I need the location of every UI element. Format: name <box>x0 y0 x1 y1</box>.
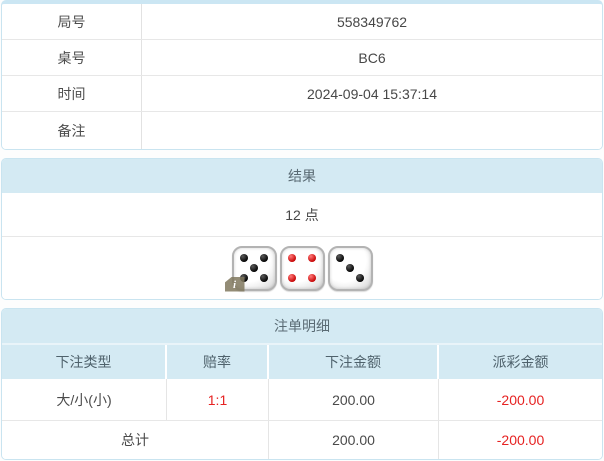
table-row: 备注 <box>2 112 602 149</box>
table-number-label: 桌号 <box>2 40 142 75</box>
die-pip <box>298 264 306 272</box>
result-section: 结果 12 点 i <box>1 158 603 300</box>
die-pip <box>346 274 354 282</box>
die-pip <box>345 263 354 272</box>
bet-details-header: 注单明细 <box>2 309 602 343</box>
time-value: 2024-09-04 15:37:14 <box>307 85 437 102</box>
die-pip <box>335 253 344 262</box>
die-pip <box>287 253 296 262</box>
total-label: 总计 <box>2 421 269 459</box>
die-pip <box>336 274 344 282</box>
table-number-value: BC6 <box>358 49 386 66</box>
total-bet-amount: 200.00 <box>269 421 439 459</box>
remark-value <box>142 112 602 149</box>
die-1-showing-5: i <box>224 245 277 292</box>
die-pip <box>288 264 296 272</box>
column-header-payout-amount: 派彩金额 <box>492 354 549 370</box>
time-label: 时间 <box>2 76 142 111</box>
die-pip <box>240 264 248 272</box>
die-pip <box>346 254 354 262</box>
remark-label: 备注 <box>2 112 142 149</box>
bet-row: 大/小(小) 1:1 200.00 -200.00 <box>2 379 602 421</box>
dice-row: i <box>2 237 602 299</box>
die-2-showing-4 <box>279 245 325 291</box>
info-badge-icon[interactable]: i <box>224 276 245 292</box>
game-info-table: 局号 558349762 桌号 BC6 时间 2024-09-04 15:37:… <box>1 0 603 150</box>
result-points: 12 点 <box>2 193 602 237</box>
die-pip <box>308 274 317 283</box>
table-row: 时间 2024-09-04 15:37:14 <box>2 76 602 112</box>
total-row: 总计 200.00 -200.00 <box>2 421 602 459</box>
die-pip <box>298 274 306 282</box>
column-header-bet-type: 下注类型 <box>2 345 167 379</box>
die-pip <box>356 264 364 272</box>
round-number-label: 局号 <box>2 4 142 39</box>
odds-value: 1:1 <box>167 379 269 420</box>
die-pip <box>356 254 364 262</box>
die-pip <box>356 274 365 283</box>
die-pip <box>239 253 248 262</box>
table-row: 桌号 BC6 <box>2 40 602 76</box>
die-pip <box>308 264 316 272</box>
column-header-bet-amount: 下注金额 <box>269 345 439 379</box>
round-number-value: 558349762 <box>336 13 408 30</box>
die-pip <box>250 254 258 262</box>
die-pip <box>298 254 306 262</box>
bet-type-value: 大/小(小) <box>2 379 167 420</box>
total-payout-amount: -200.00 <box>496 432 545 448</box>
die-pip <box>260 264 268 272</box>
die-pip <box>336 264 344 272</box>
die-3-showing-3 <box>327 245 373 291</box>
bet-details-section: 注单明细 下注类型 赔率 下注金额 派彩金额 大/小(小) 1:1 200.00… <box>1 308 603 460</box>
result-header: 结果 <box>2 159 602 193</box>
bet-table-column-headers: 下注类型 赔率 下注金额 派彩金额 <box>2 343 602 379</box>
die-pip <box>250 274 258 282</box>
die-pip <box>260 274 269 283</box>
column-header-odds: 赔率 <box>167 345 269 379</box>
die-pip <box>287 274 296 283</box>
die-pip <box>249 263 258 272</box>
die-pip <box>308 253 317 262</box>
table-row: 局号 558349762 <box>2 4 602 40</box>
payout-amount-value: -200.00 <box>496 391 545 408</box>
die-pip <box>260 253 269 262</box>
bet-amount-value: 200.00 <box>269 379 439 420</box>
